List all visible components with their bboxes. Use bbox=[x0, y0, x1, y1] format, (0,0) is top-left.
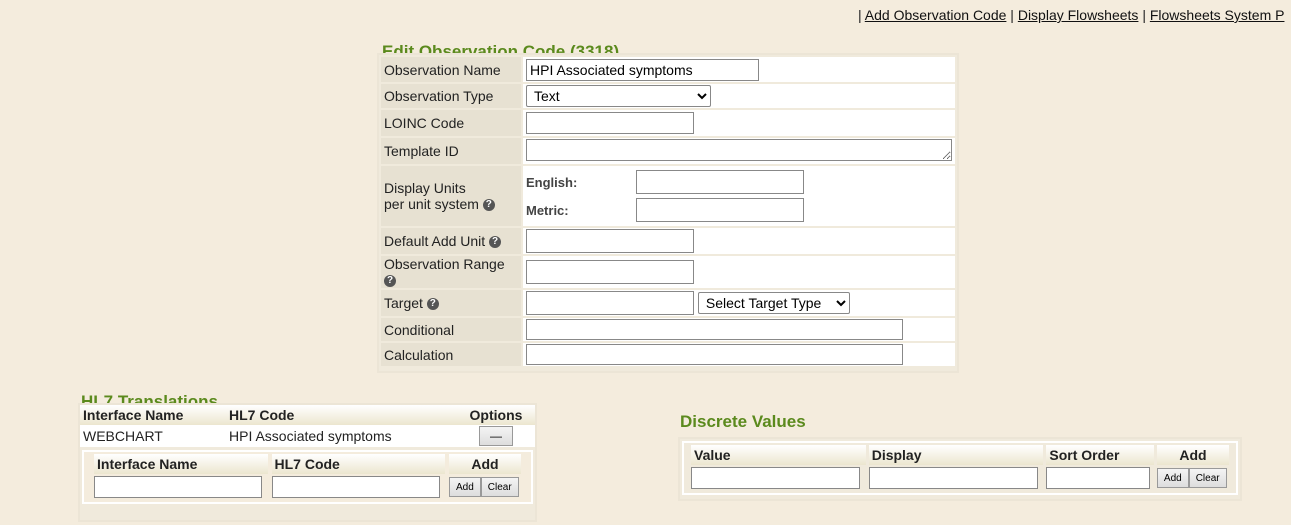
hl7-add-button[interactable]: Add bbox=[449, 477, 481, 498]
discrete-sort-input[interactable] bbox=[1046, 467, 1151, 489]
help-icon[interactable]: ? bbox=[384, 275, 396, 288]
template-id-textarea[interactable] bbox=[526, 138, 952, 161]
target-input[interactable] bbox=[526, 291, 694, 315]
conditional-label: Conditional bbox=[381, 318, 521, 341]
observation-type-select[interactable]: Text bbox=[526, 85, 711, 107]
conditional-input[interactable] bbox=[526, 319, 903, 340]
hl7-header-options: Options bbox=[457, 405, 535, 425]
help-icon[interactable]: ? bbox=[426, 298, 439, 311]
loinc-label: LOINC Code bbox=[381, 110, 521, 136]
display-flowsheets-link[interactable]: Display Flowsheets bbox=[1017, 7, 1139, 23]
discrete-header-value: Value bbox=[691, 445, 866, 465]
observation-name-input[interactable] bbox=[526, 58, 759, 81]
help-icon[interactable]: ? bbox=[489, 236, 502, 249]
english-unit-input[interactable] bbox=[636, 170, 804, 194]
discrete-value-input[interactable] bbox=[691, 467, 860, 489]
range-input[interactable] bbox=[526, 260, 694, 284]
observation-name-label: Observation Name bbox=[381, 57, 521, 82]
discrete-clear-button[interactable]: Clear bbox=[1188, 468, 1227, 489]
discrete-header-sort: Sort Order bbox=[1046, 445, 1154, 465]
default-unit-label: Default Add Unit ? bbox=[381, 228, 521, 254]
hl7-clear-button[interactable]: Clear bbox=[480, 477, 519, 498]
metric-label: Metric: bbox=[526, 202, 569, 218]
discrete-section: Value Display Sort Order Add Add Clear bbox=[678, 437, 1242, 501]
hl7-code-cell: HPI Associated symptoms bbox=[229, 428, 392, 444]
hl7-header-interface: Interface Name bbox=[80, 405, 226, 425]
hl7-section: Interface Name HL7 Code Options WEBCHART HP… bbox=[78, 403, 537, 522]
hl7-interface-cell: WEBCHART bbox=[83, 428, 163, 444]
add-header-add: Add bbox=[449, 454, 521, 474]
calculation-input[interactable] bbox=[526, 344, 903, 365]
add-header-interface: Interface Name bbox=[94, 454, 268, 474]
metric-unit-input[interactable] bbox=[636, 198, 804, 222]
remove-button[interactable]: — bbox=[479, 426, 513, 446]
discrete-add-button[interactable]: Add bbox=[1156, 468, 1189, 489]
add-observation-code-link[interactable]: Add Observation Code bbox=[864, 7, 1007, 23]
template-id-label: Template ID bbox=[381, 138, 521, 164]
observation-type-label: Observation Type bbox=[381, 84, 521, 108]
display-units-label: Display Units per unit system ? bbox=[381, 166, 521, 226]
new-interface-input[interactable] bbox=[94, 476, 262, 498]
target-label: Target ? bbox=[381, 290, 521, 316]
range-label: Observation Range ? bbox=[381, 256, 521, 288]
discrete-display-input[interactable] bbox=[868, 467, 1038, 489]
calculation-label: Calculation bbox=[381, 343, 521, 366]
discrete-header-display: Display bbox=[868, 445, 1044, 465]
target-type-select[interactable]: Select Target Type bbox=[697, 292, 850, 314]
discrete-header-add: Add bbox=[1156, 445, 1229, 465]
help-icon[interactable]: ? bbox=[482, 199, 495, 212]
new-hl7-code-input[interactable] bbox=[271, 476, 440, 498]
top-links: | Add Observation Code | Display Flowshe… bbox=[858, 7, 1285, 23]
discrete-title: Discrete Values bbox=[680, 412, 806, 431]
hl7-header-code: HL7 Code bbox=[226, 405, 457, 425]
add-header-code: HL7 Code bbox=[271, 454, 445, 474]
loinc-input[interactable] bbox=[526, 112, 694, 134]
default-unit-input[interactable] bbox=[526, 229, 694, 253]
flowsheets-system-link[interactable]: Flowsheets System P bbox=[1149, 7, 1285, 23]
english-label: English: bbox=[526, 174, 578, 190]
table-row: WEBCHART HPI Associated symptoms — bbox=[80, 425, 535, 447]
